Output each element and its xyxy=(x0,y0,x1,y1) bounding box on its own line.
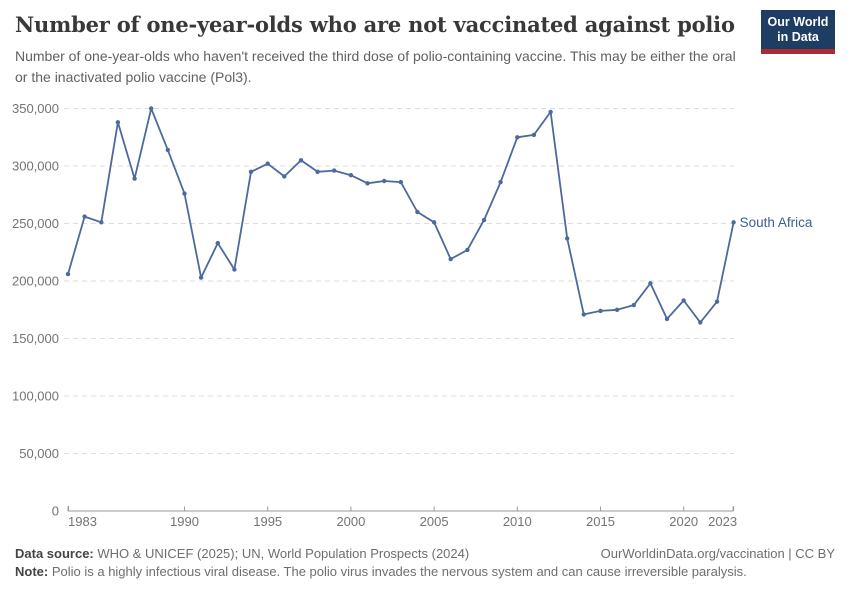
data-point-2017[interactable] xyxy=(631,302,636,308)
note-text: Polio is a highly infectious viral disea… xyxy=(48,564,747,579)
chart-header: Number of one-year-olds who are not vacc… xyxy=(15,10,835,87)
chart-footer: Data source: WHO & UNICEF (2025); UN, Wo… xyxy=(15,546,835,579)
y-axis-tick-label: 250,000 xyxy=(12,216,59,231)
data-point-1997[interactable] xyxy=(298,158,304,163)
x-axis-tick-label: 1983 xyxy=(68,514,97,529)
data-point-2021[interactable] xyxy=(698,320,703,325)
data-point-2015[interactable] xyxy=(598,308,603,314)
data-point-2022[interactable] xyxy=(714,299,720,304)
chart-subtitle: Number of one-year-olds who haven't rece… xyxy=(15,48,736,85)
x-axis-tick-label: 2020 xyxy=(669,514,698,529)
y-axis-tick-label: 0 xyxy=(52,504,59,519)
data-point-2019[interactable] xyxy=(664,316,670,322)
data-point-1993[interactable] xyxy=(232,267,237,272)
data-point-2004[interactable] xyxy=(415,209,420,215)
y-axis-tick-label: 50,000 xyxy=(19,446,59,461)
owid-logo-line2: in Data xyxy=(777,30,819,44)
series-line-south-africa[interactable] xyxy=(67,107,735,324)
data-point-1983[interactable] xyxy=(65,271,71,277)
data-point-2011[interactable] xyxy=(531,132,537,138)
note-label: Note: xyxy=(15,564,49,579)
data-point-2001[interactable] xyxy=(365,181,370,186)
y-axis-tick-label: 300,000 xyxy=(12,159,59,174)
y-axis-tick-label: 100,000 xyxy=(12,389,59,404)
x-axis-tick-label: 2015 xyxy=(586,514,615,529)
data-point-1987[interactable] xyxy=(132,176,137,181)
data-point-1985[interactable] xyxy=(99,220,104,225)
x-axis-tick-label: 2010 xyxy=(503,514,532,529)
page-title: Number of one-year-olds who are not vacc… xyxy=(15,12,735,37)
y-axis-tick-label: 200,000 xyxy=(12,274,59,289)
x-axis-tick-label: 2023 xyxy=(708,514,737,529)
data-point-2009[interactable] xyxy=(498,179,503,185)
note-line: Note: Polio is a highly infectious viral… xyxy=(15,564,835,579)
line-chart: 0 50,000 100,000 150,000 200,000 250,000 300,0… xyxy=(12,101,813,529)
data-point-2002[interactable] xyxy=(382,178,387,184)
x-axis-tick-label: 1990 xyxy=(170,514,199,529)
data-point-1999[interactable] xyxy=(332,168,337,173)
owid-license-link[interactable]: OurWorldinData.org/vaccination | CC BY xyxy=(600,546,835,561)
data-point-2023[interactable] xyxy=(731,220,736,225)
owid-logo-line1: Our World xyxy=(767,15,829,29)
y-axis-tick-label: 150,000 xyxy=(12,331,59,346)
data-point-2016[interactable] xyxy=(614,307,620,312)
series-label-south-africa[interactable]: South Africa xyxy=(740,215,813,230)
data-point-1990[interactable] xyxy=(182,191,187,196)
data-point-1996[interactable] xyxy=(282,174,287,179)
data-point-2020[interactable] xyxy=(681,298,686,303)
data-point-2013[interactable] xyxy=(565,236,570,241)
y-axis-tick-label: 350,000 xyxy=(12,101,59,116)
data-source-line: Data source: WHO & UNICEF (2025); UN, Wo… xyxy=(15,546,469,561)
data-point-1988[interactable] xyxy=(149,106,154,111)
x-axis-tick-label: 2000 xyxy=(336,514,365,529)
data-point-2008[interactable] xyxy=(481,217,487,223)
data-source-text: WHO & UNICEF (2025); UN, World Populatio… xyxy=(93,546,470,561)
owid-logo[interactable]: Our World in Data xyxy=(761,10,835,54)
data-point-2014[interactable] xyxy=(581,312,586,317)
x-axis-tick-label: 1995 xyxy=(253,514,282,529)
data-point-1998[interactable] xyxy=(315,169,320,174)
data-point-2010[interactable] xyxy=(515,135,520,140)
data-point-1984[interactable] xyxy=(82,214,87,219)
data-point-1989[interactable] xyxy=(165,147,170,153)
data-point-2012[interactable] xyxy=(548,109,553,115)
data-point-1992[interactable] xyxy=(215,240,220,246)
data-point-1995[interactable] xyxy=(265,161,270,166)
data-point-2003[interactable] xyxy=(398,179,403,185)
data-point-2005[interactable] xyxy=(431,220,437,225)
x-axis-tick-label: 2005 xyxy=(420,514,449,529)
data-point-2007[interactable] xyxy=(465,247,470,253)
data-source-label: Data source: xyxy=(15,546,94,561)
data-point-1986[interactable] xyxy=(115,120,121,125)
data-point-2018[interactable] xyxy=(648,281,653,286)
data-point-2006[interactable] xyxy=(448,256,453,262)
data-point-1994[interactable] xyxy=(248,169,254,174)
data-point-2000[interactable] xyxy=(348,173,354,178)
data-point-1991[interactable] xyxy=(198,275,204,280)
